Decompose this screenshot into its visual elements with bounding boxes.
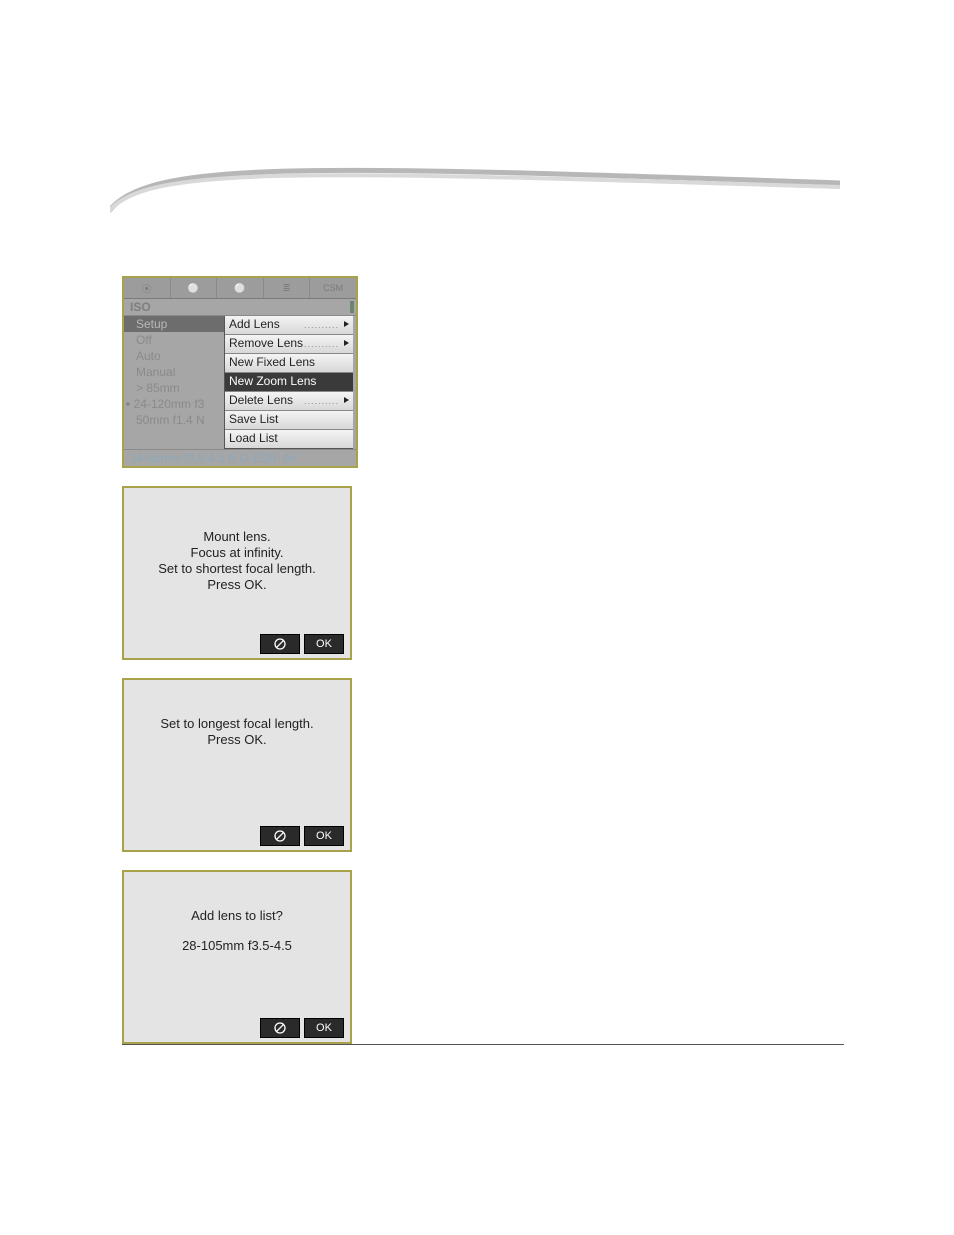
dialog-mount-lens-text: Mount lens. Focus at infinity. Set to sh… <box>124 488 350 634</box>
dialog-add-lens-text: Add lens to list? 28-105mm f3.5-4.5 <box>124 872 350 1018</box>
dialog-buttons: OK <box>260 826 344 846</box>
dialog-buttons: OK <box>260 1018 344 1038</box>
cancel-button[interactable] <box>260 1018 300 1038</box>
dialog-longest-focal-text: Set to longest focal length. Press OK. <box>124 680 350 826</box>
cancel-button[interactable] <box>260 634 300 654</box>
menu-right-item[interactable]: Save List <box>225 411 353 430</box>
menu-right-item[interactable]: Add Lens <box>225 316 353 335</box>
menu-left-item[interactable]: Setup <box>124 316 224 332</box>
tab-3[interactable]: ⚪ <box>217 278 264 298</box>
ok-button[interactable]: OK <box>304 826 344 846</box>
page: ⦿ ⚪ ⚪ ≣ CSM ISO SetupOffAutoManual> 85mm… <box>0 0 954 1235</box>
tab-1[interactable]: ⦿ <box>124 278 171 298</box>
cancel-button[interactable] <box>260 826 300 846</box>
dialog-mount-lens: Mount lens. Focus at infinity. Set to sh… <box>122 486 352 660</box>
menu-left-item[interactable]: Auto <box>124 348 224 364</box>
iso-header: ISO <box>124 299 356 316</box>
cancel-icon <box>274 1022 286 1034</box>
dialog-line: 28-105mm f3.5-4.5 <box>182 938 292 954</box>
cancel-icon <box>274 830 286 842</box>
menu-right: Add LensRemove LensNew Fixed LensNew Zoo… <box>224 316 353 449</box>
dialog-line: Set to shortest focal length. <box>158 561 316 577</box>
menu-left-item[interactable]: 50mm f1.4 N <box>124 412 224 428</box>
menu-right-item[interactable]: Delete Lens <box>225 392 353 411</box>
menu-left-item[interactable]: > 85mm <box>124 380 224 396</box>
dialog-line: Add lens to list? <box>191 908 283 924</box>
menu-footer: 24-85mm f3.5-4.5 N G EDIF AF <box>124 449 356 466</box>
menu-left-item[interactable]: 24-120mm f3 <box>124 396 224 412</box>
cancel-icon <box>274 638 286 650</box>
dialog-buttons: OK <box>260 634 344 654</box>
tab-2[interactable]: ⚪ <box>171 278 218 298</box>
dialog-add-lens-confirm: Add lens to list? 28-105mm f3.5-4.5 OK <box>122 870 352 1044</box>
dialog-line: Press OK. <box>207 577 266 593</box>
ok-button[interactable]: OK <box>304 634 344 654</box>
tab-4[interactable]: ≣ <box>264 278 311 298</box>
menu-tabbar: ⦿ ⚪ ⚪ ≣ CSM <box>124 278 356 299</box>
menu-right-item[interactable]: New Fixed Lens <box>225 354 353 373</box>
dialog-longest-focal: Set to longest focal length. Press OK. O… <box>122 678 352 852</box>
ok-button[interactable]: OK <box>304 1018 344 1038</box>
menu-right-item[interactable]: New Zoom Lens <box>225 373 353 392</box>
tab-csm[interactable]: CSM <box>310 278 356 298</box>
dialog-line: Mount lens. <box>203 529 270 545</box>
dialog-line: Press OK. <box>207 732 266 748</box>
swoosh-decoration <box>110 155 840 235</box>
horizontal-rule <box>122 1044 844 1045</box>
menu-body: SetupOffAutoManual> 85mm24-120mm f350mm … <box>124 316 356 449</box>
menu-left-item[interactable]: Manual <box>124 364 224 380</box>
menu-right-item[interactable]: Load List <box>225 430 353 448</box>
dialog-line: Set to longest focal length. <box>160 716 313 732</box>
menu-left-item[interactable]: Off <box>124 332 224 348</box>
screenshot-column: ⦿ ⚪ ⚪ ≣ CSM ISO SetupOffAutoManual> 85mm… <box>122 276 354 1062</box>
menu-right-item[interactable]: Remove Lens <box>225 335 353 354</box>
menu-left: SetupOffAutoManual> 85mm24-120mm f350mm … <box>124 316 224 449</box>
dialog-line: Focus at infinity. <box>191 545 284 561</box>
lens-setup-menu: ⦿ ⚪ ⚪ ≣ CSM ISO SetupOffAutoManual> 85mm… <box>122 276 358 468</box>
